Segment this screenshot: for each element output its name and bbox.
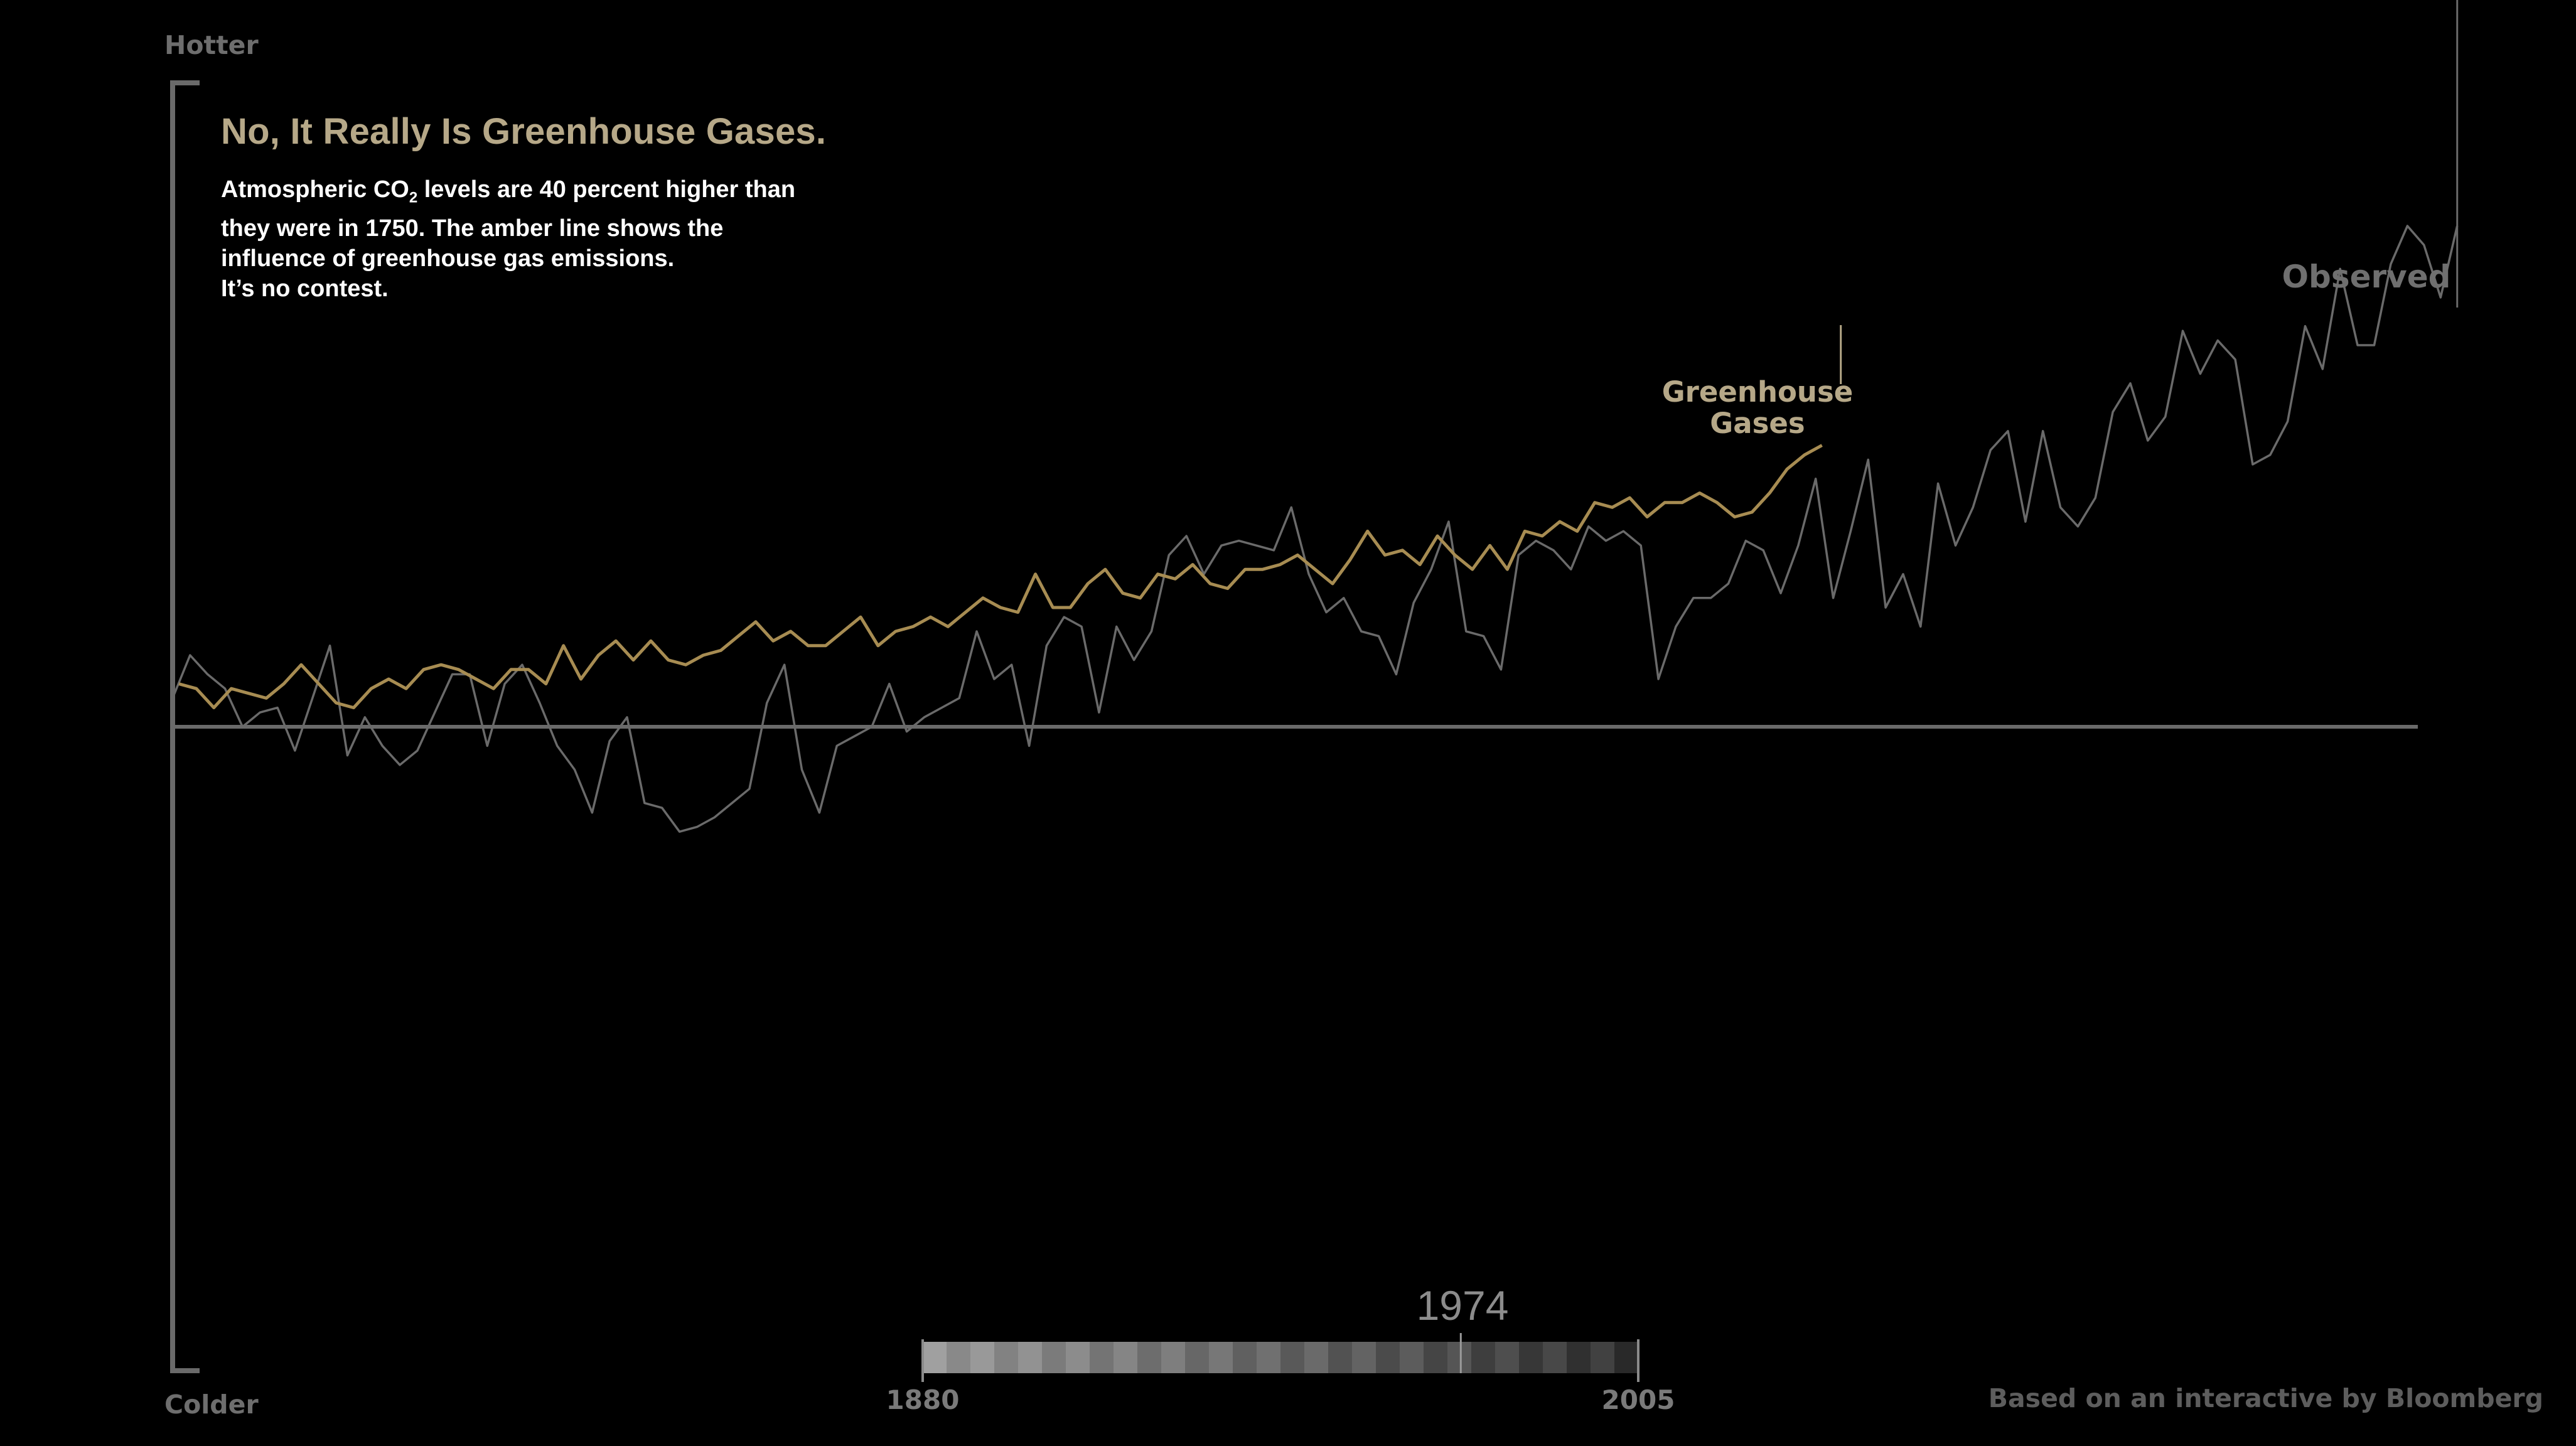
slider-end-year: 2005 — [1601, 1384, 1675, 1415]
slider-track-cell — [1352, 1342, 1377, 1373]
slider-track-cell — [994, 1342, 1019, 1373]
source-credit: Based on an interactive by Bloomberg — [1988, 1383, 2543, 1413]
chart-description: Atmospheric CO2 levels are 40 percent hi… — [221, 174, 880, 304]
slider-track-cell — [1567, 1342, 1591, 1373]
slider-track-cell — [1471, 1342, 1496, 1373]
description-line-3: influence of greenhouse gas emissions. — [221, 245, 675, 272]
slider-track-cell — [1614, 1342, 1639, 1373]
slider-track-cell — [1280, 1342, 1305, 1373]
legend-greenhouse-gases: Greenhouse Gases — [1661, 375, 1854, 440]
slider-track-cell — [1519, 1342, 1543, 1373]
y-axis-top-label: Hotter — [164, 30, 259, 60]
description-line-4: It’s no contest. — [221, 275, 389, 302]
slider-track-cell — [1400, 1342, 1424, 1373]
slider-track-cell — [970, 1342, 995, 1373]
slider-track-cell — [923, 1342, 947, 1373]
y-axis-bottom-label: Colder — [164, 1390, 259, 1420]
slider-current-year: 1974 — [1416, 1282, 1509, 1329]
slider-track-cell — [947, 1342, 971, 1373]
slider-track-cell — [1018, 1342, 1043, 1373]
slider-track-cell — [1114, 1342, 1138, 1373]
slider-track-cell — [1424, 1342, 1448, 1373]
description-co2-subscript: 2 — [409, 189, 418, 206]
slider-track-cell — [1304, 1342, 1329, 1373]
slider-track-cell — [1090, 1342, 1114, 1373]
slider-track-cell — [1233, 1342, 1257, 1373]
slider-track-cell — [1042, 1342, 1066, 1373]
chart-title: No, It Really Is Greenhouse Gases. — [221, 111, 827, 152]
description-line-2: they were in 1750. The amber line shows … — [221, 215, 724, 242]
slider-track-cell — [1591, 1342, 1615, 1373]
slider-track-cell — [1447, 1342, 1472, 1373]
axes — [170, 80, 2418, 1373]
slider-track-cell — [1185, 1342, 1210, 1373]
description-line-1a: Atmospheric CO — [221, 176, 409, 203]
legend-observed: Observed — [2282, 259, 2451, 295]
series-greenhouse-gases-line — [178, 444, 1823, 710]
slider-track-cell — [1066, 1342, 1090, 1373]
slider-track-cell — [1495, 1342, 1520, 1373]
series-layer — [171, 0, 2459, 833]
year-slider[interactable] — [921, 1333, 1640, 1382]
slider-track-cell — [1328, 1342, 1353, 1373]
slider-track-cell — [1257, 1342, 1281, 1373]
slider-track-cell — [1161, 1342, 1186, 1373]
description-line-1b: levels are 40 percent higher than — [417, 176, 796, 203]
slider-track-cell — [1376, 1342, 1400, 1373]
slider-start-year: 1880 — [886, 1384, 960, 1415]
slider-track-cell — [1209, 1342, 1233, 1373]
slider-track-cell — [1543, 1342, 1567, 1373]
series-observed-line — [171, 225, 2459, 833]
slider-track-cell — [1137, 1342, 1162, 1373]
